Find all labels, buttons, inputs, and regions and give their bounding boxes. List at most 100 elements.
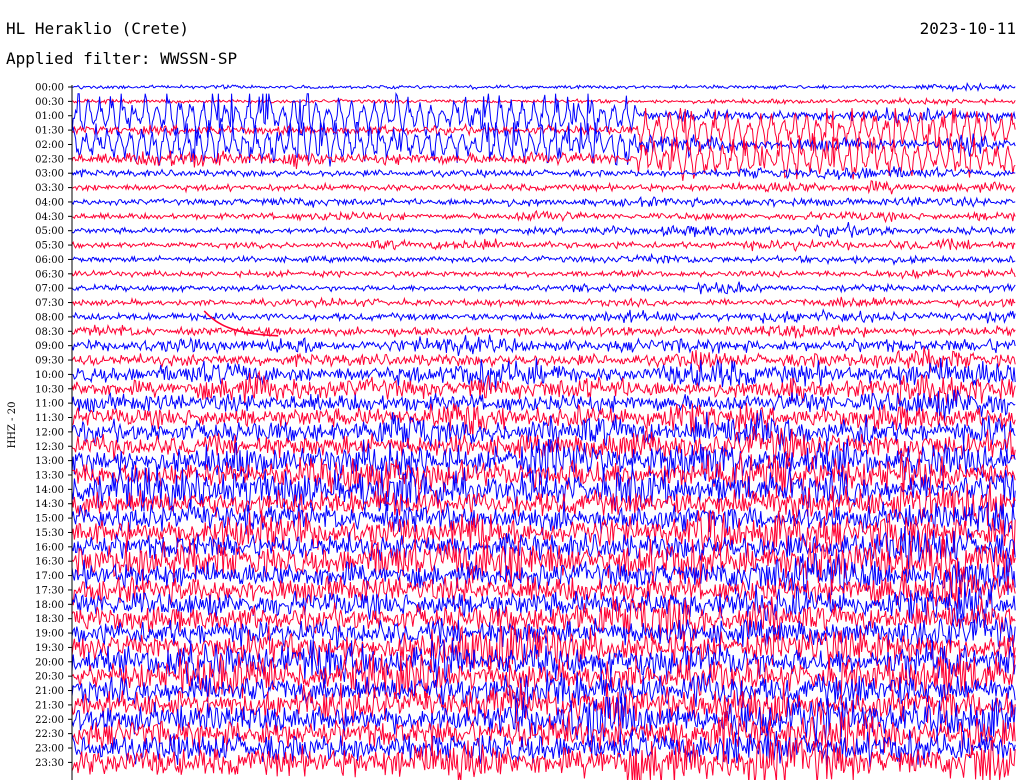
trace-row-1430 bbox=[71, 482, 1016, 526]
trace-row-0730 bbox=[71, 296, 1016, 309]
time-tick-label: 10:30 bbox=[35, 384, 64, 395]
time-tick-label: 03:30 bbox=[35, 183, 64, 194]
time-tick-label: 18:00 bbox=[35, 600, 64, 611]
time-tick-label: 08:00 bbox=[35, 312, 64, 323]
trace-row-0630 bbox=[71, 267, 1016, 280]
trace-row-1130 bbox=[71, 402, 1016, 437]
time-tick-label: 21:30 bbox=[35, 700, 64, 711]
trace-row-0930 bbox=[71, 346, 1016, 373]
time-tick-label: 22:00 bbox=[35, 715, 64, 726]
trace-row-1630 bbox=[71, 539, 1016, 584]
time-tick-label: 00:00 bbox=[35, 83, 64, 94]
trace-row-1300 bbox=[71, 438, 1016, 483]
time-tick-label: 12:00 bbox=[35, 427, 64, 438]
baseline-step-event bbox=[203, 310, 279, 337]
trace-row-2100 bbox=[71, 669, 1016, 711]
trace-row-0200 bbox=[71, 122, 1016, 167]
trace-row-2200 bbox=[71, 696, 1016, 743]
filter-label: Applied filter: WWSSN-SP bbox=[6, 50, 237, 68]
time-tick-label: 02:30 bbox=[35, 154, 64, 165]
trace-row-2030 bbox=[71, 654, 1016, 699]
trace-row-1200 bbox=[71, 409, 1016, 455]
time-tick-label: 09:00 bbox=[35, 341, 64, 352]
trace-row-0400 bbox=[71, 195, 1016, 209]
time-tick-label: 02:00 bbox=[35, 140, 64, 151]
time-tick-label: 12:30 bbox=[35, 442, 64, 453]
trace-row-2000 bbox=[71, 638, 1016, 684]
time-tick-label: 01:00 bbox=[35, 111, 64, 122]
trace-row-2300 bbox=[71, 729, 1016, 768]
time-axis: 00:00 00:30 01:00 01:30 02:00 02:30 03:00 03:30… bbox=[35, 83, 73, 780]
filter-prefix: Applied filter: bbox=[6, 49, 161, 68]
time-tick-label: 20:00 bbox=[35, 657, 64, 668]
time-tick-label: 17:00 bbox=[35, 571, 64, 582]
plot-date: 2023-10-11 bbox=[919, 19, 1016, 38]
trace-row-1700 bbox=[71, 552, 1016, 598]
time-tick-label: 19:00 bbox=[35, 629, 64, 640]
trace-row-0000 bbox=[72, 81, 1016, 93]
time-tick-label: 05:00 bbox=[35, 226, 64, 237]
time-tick-label: 11:00 bbox=[35, 399, 64, 410]
trace-row-2230 bbox=[71, 711, 1016, 756]
trace-row-1900 bbox=[71, 610, 1016, 651]
time-tick-label: 23:30 bbox=[35, 758, 64, 769]
time-tick-label: 04:00 bbox=[35, 197, 64, 208]
trace-row-1230 bbox=[71, 425, 1016, 465]
trace-row-0600 bbox=[71, 252, 1016, 266]
time-tick-label: 09:30 bbox=[35, 356, 64, 367]
time-tick-label: 00:30 bbox=[35, 97, 64, 108]
trace-row-0430 bbox=[71, 209, 1016, 224]
trace-row-0300 bbox=[71, 165, 1016, 180]
time-tick-label: 14:00 bbox=[35, 485, 64, 496]
time-tick-label: 01:30 bbox=[35, 126, 64, 137]
trace-row-1600 bbox=[71, 526, 1016, 569]
time-tick-label: 16:00 bbox=[35, 542, 64, 553]
time-tick-label: 04:30 bbox=[35, 212, 64, 223]
trace-row-0230 bbox=[71, 134, 1016, 181]
trace-row-1330 bbox=[71, 452, 1016, 498]
time-tick-label: 13:30 bbox=[35, 470, 64, 481]
time-tick-label: 15:30 bbox=[35, 528, 64, 539]
time-tick-label: 14:30 bbox=[35, 499, 64, 510]
station-title: HL Heraklio (Crete) bbox=[6, 19, 190, 38]
time-tick-label: 08:30 bbox=[35, 327, 64, 338]
time-tick-label: 03:00 bbox=[35, 169, 64, 180]
trace-row-0700 bbox=[71, 281, 1016, 295]
trace-group bbox=[71, 81, 1016, 780]
time-tick-label: 23:00 bbox=[35, 744, 64, 755]
time-tick-label: 06:00 bbox=[35, 255, 64, 266]
trace-row-0800 bbox=[71, 308, 1016, 324]
trace-row-1530 bbox=[71, 510, 1016, 555]
time-tick-label: 10:00 bbox=[35, 370, 64, 381]
trace-row-1030 bbox=[71, 369, 1016, 409]
time-tick-label: 05:30 bbox=[35, 241, 64, 252]
trace-row-1930 bbox=[71, 625, 1016, 670]
trace-row-1730 bbox=[71, 567, 1016, 610]
time-tick-label: 19:30 bbox=[35, 643, 64, 654]
trace-row-0830 bbox=[71, 323, 1016, 339]
trace-row-1100 bbox=[71, 389, 1016, 423]
trace-row-0330 bbox=[71, 180, 1016, 195]
time-tick-label: 21:00 bbox=[35, 686, 64, 697]
time-tick-label: 07:30 bbox=[35, 298, 64, 309]
trace-row-1000 bbox=[71, 357, 1016, 390]
trace-row-1800 bbox=[71, 582, 1016, 627]
trace-row-0530 bbox=[71, 237, 1016, 252]
trace-row-2330 bbox=[71, 738, 1016, 780]
time-tick-label: 13:00 bbox=[35, 456, 64, 467]
time-tick-label: 15:00 bbox=[35, 514, 64, 525]
trace-row-1830 bbox=[71, 596, 1016, 641]
time-tick-label: 20:30 bbox=[35, 672, 64, 683]
trace-row-0900 bbox=[71, 334, 1016, 357]
trace-row-0500 bbox=[71, 221, 1016, 239]
time-tick-label: 11:30 bbox=[35, 413, 64, 424]
trace-row-1400 bbox=[71, 467, 1016, 512]
channel-label: HHZ - 20 bbox=[7, 402, 18, 449]
time-tick-label: 17:30 bbox=[35, 585, 64, 596]
time-tick-label: 18:30 bbox=[35, 614, 64, 625]
time-tick-label: 22:30 bbox=[35, 729, 64, 740]
time-tick-label: 06:30 bbox=[35, 269, 64, 280]
trace-row-2130 bbox=[71, 682, 1016, 727]
trace-row-0100 bbox=[71, 92, 1016, 138]
